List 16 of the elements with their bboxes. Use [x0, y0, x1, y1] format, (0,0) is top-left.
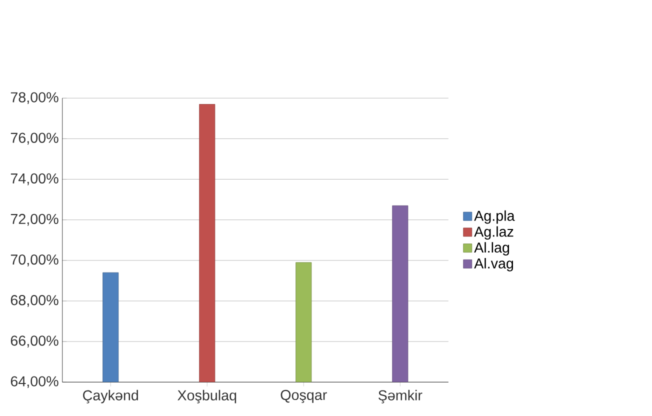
x-tick-label: Qoşqar	[280, 390, 327, 403]
legend-label: Al.vag	[474, 258, 514, 272]
x-tick-label: Çaykənd	[83, 390, 138, 404]
y-tick-label: 64,00%	[10, 376, 58, 388]
y-tick-label: 74,00%	[10, 173, 58, 186]
legend-label: Ag.laz	[474, 226, 514, 240]
y-tick-label: 70,00%	[10, 254, 58, 266]
y-tick-label: 76,00%	[10, 132, 58, 145]
x-tick-label: Xoşbulaq	[178, 390, 236, 404]
y-tick-label: 78,00%	[10, 92, 58, 104]
y-tick-label: 68,00%	[10, 294, 58, 307]
x-tick-label: Şəmkir	[378, 390, 422, 404]
y-tick-label: 72,00%	[10, 214, 58, 226]
legend-label: Al.lag	[474, 242, 510, 256]
y-tick-label: 66,00%	[10, 336, 58, 348]
legend-label: Ag.pla	[474, 210, 515, 224]
